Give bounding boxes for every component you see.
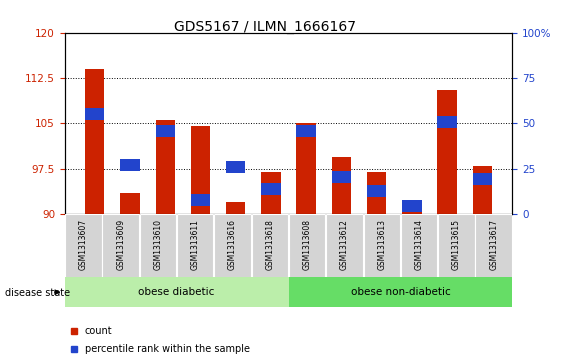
Bar xyxy=(85,108,105,121)
Bar xyxy=(367,185,386,197)
Bar xyxy=(226,161,245,173)
Bar xyxy=(261,172,280,214)
Bar xyxy=(191,194,210,206)
Bar xyxy=(65,214,101,278)
Bar xyxy=(297,125,316,137)
Bar xyxy=(252,214,288,278)
Bar xyxy=(402,211,422,214)
Bar xyxy=(289,277,512,307)
Text: obese diabetic: obese diabetic xyxy=(138,287,215,297)
Bar xyxy=(155,125,175,137)
Bar xyxy=(120,193,140,214)
Bar xyxy=(438,214,475,278)
Text: GSM1313618: GSM1313618 xyxy=(265,219,274,270)
Bar xyxy=(472,173,492,185)
Bar xyxy=(65,277,289,307)
Text: disease state: disease state xyxy=(5,288,70,298)
Bar xyxy=(155,121,175,214)
Bar xyxy=(191,126,210,214)
Bar xyxy=(120,159,140,171)
Bar xyxy=(297,123,316,214)
Text: GSM1313609: GSM1313609 xyxy=(116,219,125,270)
Bar xyxy=(364,214,400,278)
Bar xyxy=(437,115,457,128)
Text: GSM1313610: GSM1313610 xyxy=(154,219,163,270)
Bar xyxy=(140,214,176,278)
Text: GSM1313613: GSM1313613 xyxy=(377,219,386,270)
Text: GSM1313612: GSM1313612 xyxy=(340,219,349,270)
Bar xyxy=(177,214,213,278)
Bar xyxy=(102,214,139,278)
Text: GDS5167 / ILMN_1666167: GDS5167 / ILMN_1666167 xyxy=(173,20,356,34)
Bar xyxy=(401,214,437,278)
Bar xyxy=(402,200,422,212)
Bar xyxy=(215,214,251,278)
Text: GSM1313608: GSM1313608 xyxy=(303,219,312,270)
Text: percentile rank within the sample: percentile rank within the sample xyxy=(85,344,250,354)
Bar xyxy=(437,90,457,214)
Bar xyxy=(332,171,351,183)
Text: count: count xyxy=(85,326,113,336)
Bar xyxy=(476,214,512,278)
Text: GSM1313615: GSM1313615 xyxy=(452,219,461,270)
Bar xyxy=(85,69,105,214)
Text: GSM1313614: GSM1313614 xyxy=(414,219,423,270)
Text: GSM1313617: GSM1313617 xyxy=(489,219,498,270)
Bar xyxy=(327,214,363,278)
Bar xyxy=(367,172,386,214)
Text: GSM1313616: GSM1313616 xyxy=(228,219,237,270)
Text: GSM1313607: GSM1313607 xyxy=(79,219,88,270)
Text: GSM1313611: GSM1313611 xyxy=(191,219,200,270)
Text: obese non-diabetic: obese non-diabetic xyxy=(351,287,450,297)
Bar xyxy=(226,202,245,214)
Bar xyxy=(261,183,280,195)
Bar xyxy=(332,157,351,214)
Bar xyxy=(472,166,492,214)
Bar xyxy=(289,214,325,278)
